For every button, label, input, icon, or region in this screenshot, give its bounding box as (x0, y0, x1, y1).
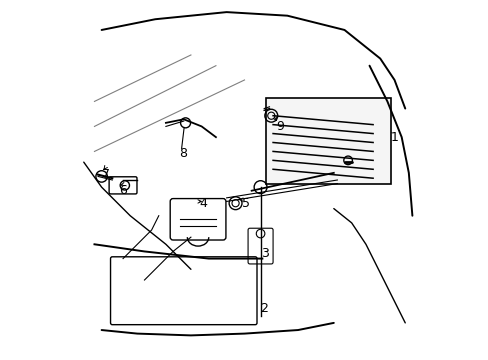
Text: 8: 8 (179, 147, 187, 160)
Text: 1: 1 (390, 131, 398, 144)
Text: 4: 4 (200, 197, 207, 210)
Text: 5: 5 (241, 197, 249, 210)
Text: 9: 9 (276, 120, 284, 133)
Text: 7: 7 (102, 168, 109, 181)
Text: 2: 2 (260, 302, 268, 315)
Text: 3: 3 (261, 247, 268, 260)
Text: 6: 6 (119, 184, 127, 197)
Bar (265, 98, 390, 184)
